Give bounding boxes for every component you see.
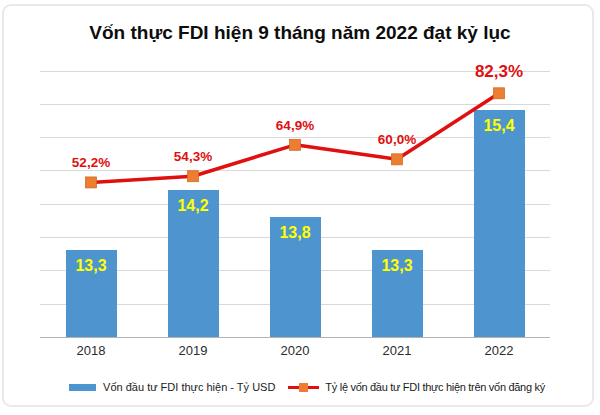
legend-bar-swatch <box>69 384 96 391</box>
line-marker <box>188 171 199 182</box>
line-value-label: 64,9% <box>276 117 314 132</box>
line-value-label: 60,0% <box>378 132 416 147</box>
legend-bar-label: Vốn đầu tư FDI thực hiện - Tỷ USD <box>103 381 275 393</box>
legend-line-marker-icon <box>299 383 308 392</box>
line-value-label: 52,2% <box>72 155 110 170</box>
line-marker <box>290 139 301 150</box>
legend-line-label: Tỷ lệ vốn đầu tư FDI thực hiện trên vốn … <box>325 381 545 393</box>
legend-line-swatch <box>288 383 319 392</box>
line-marker <box>86 177 97 188</box>
legend: Vốn đầu tư FDI thực hiện - Tỷ USD Tỷ lệ … <box>14 381 600 393</box>
plot-area: 13,3201814,2201913,8202013,3202115,42022… <box>0 0 600 415</box>
line-value-label: 82,3% <box>475 62 523 82</box>
line-marker <box>494 88 505 99</box>
line-path <box>91 93 499 182</box>
line-value-label: 54,3% <box>174 149 212 164</box>
line-marker <box>392 154 403 165</box>
